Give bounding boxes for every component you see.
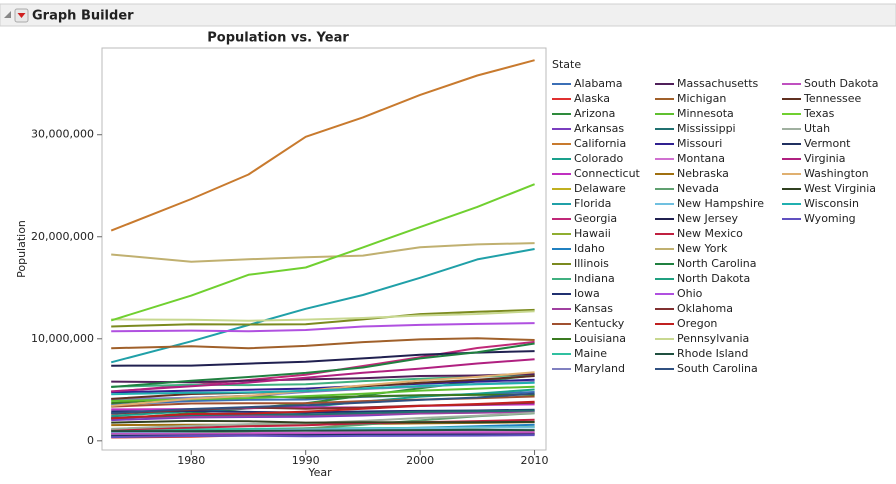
legend-label: Nevada (677, 182, 719, 195)
legend-label: South Dakota (804, 77, 878, 90)
legend-label: Vermont (804, 137, 851, 150)
legend-label: Colorado (574, 152, 623, 165)
legend-label: Rhode Island (677, 347, 748, 360)
legend-label: New Hampshire (677, 197, 764, 210)
legend-label: Kentucky (574, 317, 625, 330)
y-tick-label: 30,000,000 (31, 128, 94, 141)
series-line (111, 371, 535, 407)
legend-label: Indiana (574, 272, 615, 285)
legend-label: Kansas (574, 302, 613, 315)
y-axis-label: Population (15, 220, 28, 278)
legend-label: Delaware (574, 182, 626, 195)
series-line (111, 358, 535, 393)
legend-label: Pennsylvania (677, 332, 749, 345)
legend-label: Washington (804, 167, 869, 180)
series-line (111, 310, 535, 322)
legend-label: Nebraska (677, 167, 729, 180)
y-tick-label: 0 (87, 434, 94, 447)
legend-label: California (574, 137, 626, 150)
legend-label: North Carolina (677, 257, 757, 270)
x-tick-label: 2010 (521, 454, 549, 467)
y-tick-label: 10,000,000 (31, 332, 94, 345)
legend-label: Hawaii (574, 227, 611, 240)
legend-label: Wisconsin (804, 197, 859, 210)
legend-label: Ohio (677, 287, 703, 300)
legend-label: Alaska (574, 92, 610, 105)
series-line (111, 409, 535, 419)
legend-label: Connecticut (574, 167, 641, 180)
x-tick-label: 1990 (292, 454, 320, 467)
legend-label: Oklahoma (677, 302, 733, 315)
series-line (111, 419, 535, 424)
legend-label: Michigan (677, 92, 726, 105)
legend-label: Wyoming (804, 212, 856, 225)
series-line (111, 337, 535, 350)
legend-label: Illinois (574, 257, 609, 270)
series-line (111, 308, 535, 328)
legend-label: Georgia (574, 212, 617, 225)
legend-label: Oregon (677, 317, 717, 330)
legend-label: Maryland (574, 362, 625, 375)
legend-label: Alabama (574, 77, 623, 90)
legend-label: Iowa (574, 287, 600, 300)
header-title: Graph Builder (32, 9, 134, 24)
y-tick-label: 20,000,000 (31, 230, 94, 243)
legend-label: West Virginia (804, 182, 876, 195)
collapse-icon[interactable] (4, 11, 11, 18)
legend-label: Mississippi (677, 122, 736, 135)
x-tick-label: 1980 (177, 454, 205, 467)
series-line (111, 428, 535, 433)
chart-title: Population vs. Year (207, 31, 349, 46)
series-line (111, 342, 535, 388)
x-axis-label: Year (307, 466, 332, 479)
legend-label: Tennessee (803, 92, 862, 105)
menu-arrow[interactable] (17, 13, 26, 18)
legend-label: New Jersey (677, 212, 739, 225)
series-line (111, 392, 535, 415)
legend-title: State (552, 58, 581, 71)
series-line (111, 373, 535, 384)
legend-label: Arizona (574, 107, 615, 120)
series-line (111, 381, 535, 396)
series-line (111, 431, 535, 435)
legend-label: Idaho (574, 242, 605, 255)
legend-label: New York (677, 242, 728, 255)
legend-label: Florida (574, 197, 611, 210)
series-line (111, 410, 535, 419)
series-line (111, 400, 535, 420)
legend-label: Louisiana (574, 332, 626, 345)
series-line (111, 322, 535, 333)
series-line (110, 59, 535, 232)
series-line (110, 183, 535, 322)
legend-label: Texas (803, 107, 835, 120)
legend-label: Minnesota (677, 107, 734, 120)
legend-label: New Mexico (677, 227, 743, 240)
legend-label: Massachusetts (677, 77, 759, 90)
legend-label: Utah (804, 122, 830, 135)
legend-label: North Dakota (677, 272, 750, 285)
header-bar (0, 3, 896, 27)
legend-label: Missouri (677, 137, 722, 150)
legend-label: Arkansas (574, 122, 624, 135)
legend-label: South Carolina (677, 362, 758, 375)
legend-label: Virginia (804, 152, 845, 165)
legend-label: Montana (677, 152, 725, 165)
legend-label: Maine (574, 347, 607, 360)
series-line (110, 248, 535, 364)
series-line (111, 434, 535, 439)
x-tick-label: 2000 (406, 454, 434, 467)
